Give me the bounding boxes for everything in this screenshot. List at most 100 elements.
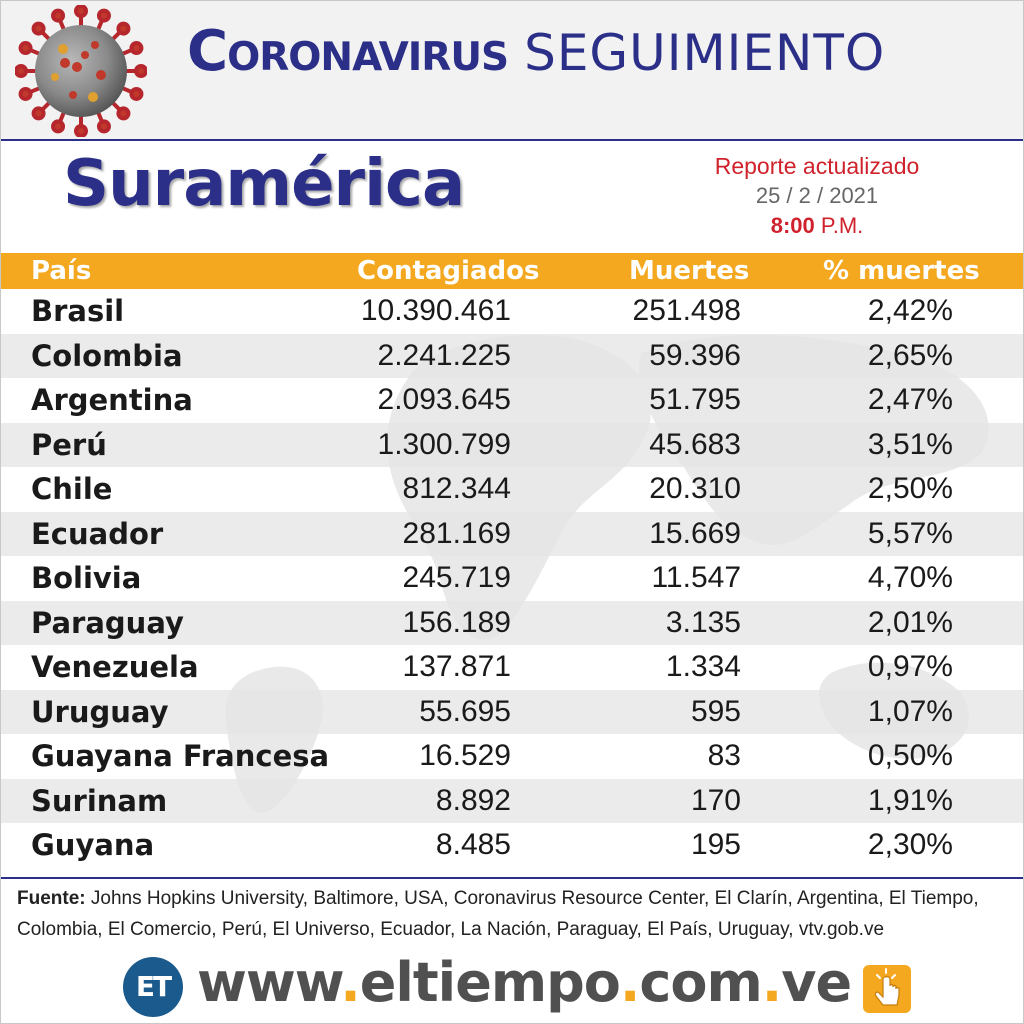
table-row: Perú 1.300.799 45.683 3,51% (1, 422, 1023, 467)
cell-deaths: 15.669 (649, 516, 741, 550)
cell-country: Argentina (31, 383, 193, 417)
cell-death-rate: 0,97% (867, 650, 953, 683)
url-dot: . (761, 951, 782, 1014)
cell-cases: 812.344 (402, 472, 511, 505)
url-part-com: com (639, 951, 762, 1014)
report-box: Reporte actualizado 25 / 2 / 2021 8:00 P… (701, 151, 933, 241)
table-row: Guayana Francesa 16.529 83 0,50% (1, 734, 1023, 779)
column-header-country: País (31, 256, 92, 286)
report-ampm: P.M. (820, 213, 864, 238)
table-row: Ecuador 281.169 15.669 5,57% (1, 511, 1023, 556)
cell-cases: 156.189 (402, 605, 511, 639)
table-body: Brasil 10.390.461 251.498 2,42% Colombia 2.24… (1, 289, 1023, 868)
cell-country: Guyana (31, 828, 155, 862)
cell-cases: 2.093.645 (377, 383, 511, 416)
data-table: País Contagiados Muertes % muertes Brasi… (1, 253, 1023, 877)
header-title: Coronavirus SEGUIMIENTO (187, 19, 885, 119)
table-row: Paraguay 156.189 3.135 2,01% (1, 600, 1023, 645)
coronavirus-icon (15, 5, 147, 137)
cell-deaths: 83 (707, 739, 741, 772)
cell-death-rate: 1,91% (867, 783, 953, 817)
source-label: Fuente: (17, 888, 86, 909)
table-row: Chile 812.344 20.310 2,50% (1, 467, 1023, 512)
cell-death-rate: 2,42% (867, 294, 953, 327)
url-part-ve: ve (781, 951, 852, 1014)
table-row: Surinam 8.892 170 1,91% (1, 778, 1023, 823)
cell-cases: 55.695 (419, 694, 511, 728)
cell-cases: 8.485 (435, 828, 511, 861)
table-row: Colombia 2.241.225 59.396 2,65% (1, 333, 1023, 378)
table-header: País Contagiados Muertes % muertes (1, 253, 1023, 289)
table-row: Brasil 10.390.461 251.498 2,42% (1, 289, 1023, 334)
cell-cases: 10.390.461 (360, 294, 511, 327)
column-header-death-rate: % muertes (823, 256, 980, 286)
click-hand-icon (863, 965, 911, 1013)
cell-death-rate: 2,01% (867, 605, 953, 639)
cell-deaths: 59.396 (649, 338, 741, 372)
table-row: Guyana 8.485 195 2,30% (1, 823, 1023, 868)
url-part-domain: eltiempo (359, 951, 621, 1014)
cell-death-rate: 2,50% (867, 472, 953, 505)
cell-country: Brasil (31, 294, 125, 328)
title-main: Coronavirus (187, 19, 509, 84)
cell-death-rate: 1,07% (867, 694, 953, 728)
cell-cases: 245.719 (402, 561, 511, 594)
cell-death-rate: 2,47% (867, 383, 953, 416)
cell-deaths: 45.683 (649, 427, 741, 461)
cell-country: Ecuador (31, 516, 164, 551)
cell-deaths: 251.498 (632, 294, 741, 327)
source-note: Fuente: Johns Hopkins University, Baltim… (17, 883, 1007, 945)
column-header-cases: Contagiados (357, 256, 540, 286)
table-row: Venezuela 137.871 1.334 0,97% (1, 645, 1023, 690)
cell-country: Perú (31, 427, 107, 462)
cell-deaths: 20.310 (649, 472, 741, 505)
cell-country: Uruguay (31, 694, 169, 729)
cell-country: Chile (31, 472, 113, 506)
table-bottom-divider (1, 877, 1023, 879)
cell-cases: 16.529 (419, 739, 511, 772)
cell-deaths: 11.547 (651, 561, 741, 594)
cell-deaths: 3.135 (665, 605, 741, 639)
cell-country: Paraguay (31, 605, 184, 640)
cell-country: Bolivia (31, 561, 142, 595)
table-row: Uruguay 55.695 595 1,07% (1, 689, 1023, 734)
site-url[interactable]: www.eltiempo.com.ve (197, 951, 852, 1014)
cell-deaths: 595 (690, 694, 741, 728)
table-row: Argentina 2.093.645 51.795 2,47% (1, 378, 1023, 423)
cell-country: Guayana Francesa (31, 739, 330, 773)
cell-death-rate: 4,70% (867, 561, 953, 594)
cell-deaths: 51.795 (649, 383, 741, 416)
cell-deaths: 195 (690, 828, 741, 861)
cell-cases: 281.169 (402, 516, 511, 550)
report-time-line: 8:00 P.M. (701, 211, 933, 241)
report-date: 25 / 2 / 2021 (755, 183, 879, 208)
report-time: 8:00 (770, 213, 815, 238)
cell-country: Surinam (31, 783, 168, 818)
header-divider (1, 139, 1023, 141)
source-text: Johns Hopkins University, Baltimore, USA… (17, 888, 979, 940)
title-sub: SEGUIMIENTO (524, 24, 886, 82)
region-title: Suramérica (63, 147, 465, 221)
table-row: Bolivia 245.719 11.547 4,70% (1, 556, 1023, 601)
url-dot: . (619, 951, 640, 1014)
cell-death-rate: 3,51% (867, 427, 953, 461)
cell-death-rate: 2,30% (867, 828, 953, 861)
cell-cases: 1.300.799 (377, 427, 511, 461)
footer: ET www.eltiempo.com.ve (1, 945, 1023, 1023)
cell-country: Venezuela (31, 650, 199, 684)
cell-cases: 137.871 (402, 650, 511, 683)
cell-death-rate: 2,65% (867, 338, 953, 372)
cell-deaths: 170 (690, 783, 741, 817)
cell-cases: 2.241.225 (377, 338, 511, 372)
header: Coronavirus SEGUIMIENTO (1, 1, 1023, 139)
cell-death-rate: 0,50% (867, 739, 953, 772)
report-label: Reporte actualizado (714, 153, 920, 179)
cell-death-rate: 5,57% (867, 516, 953, 550)
column-header-deaths: Muertes (629, 256, 750, 286)
cell-country: Colombia (31, 338, 183, 373)
et-logo[interactable]: ET (123, 957, 183, 1017)
cell-deaths: 1.334 (665, 650, 741, 683)
url-dot: . (340, 951, 360, 1014)
url-part-www: www (197, 951, 341, 1014)
